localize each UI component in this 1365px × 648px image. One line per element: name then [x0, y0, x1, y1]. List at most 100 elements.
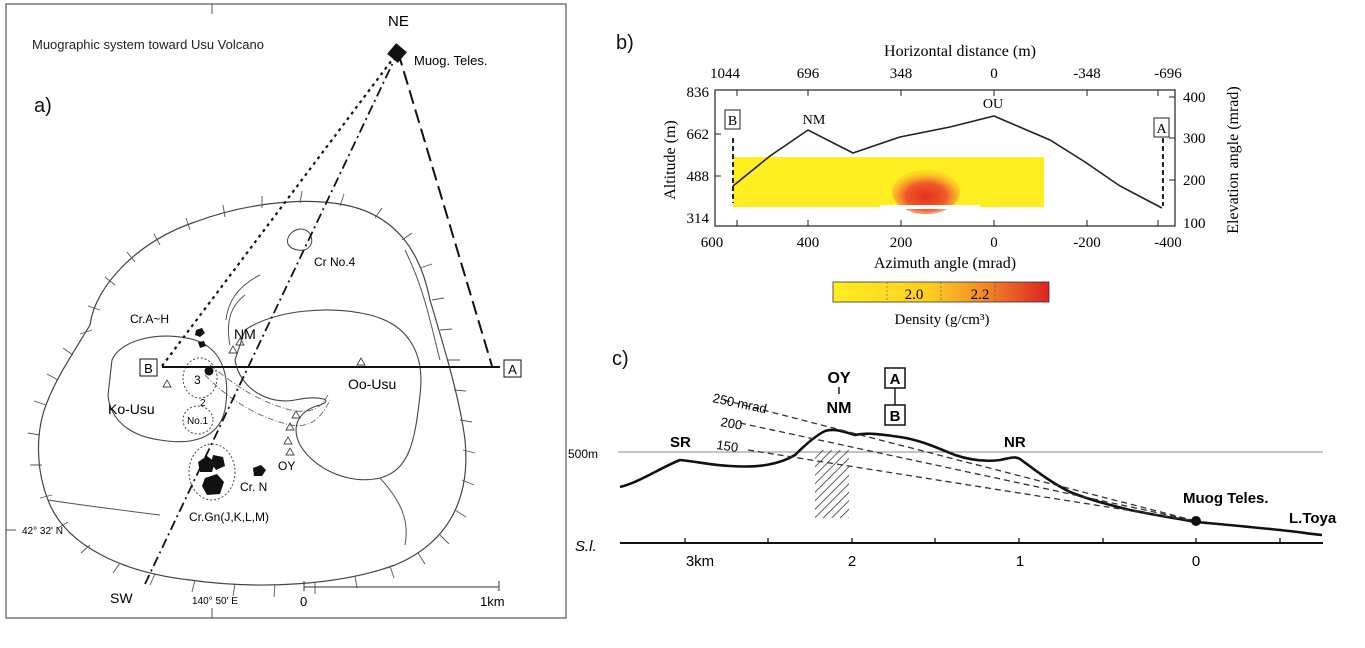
inner-ridge — [225, 274, 261, 346]
mrad-250-label: 250 mrad — [711, 390, 768, 416]
lon-label: 140° 50' E — [192, 596, 238, 607]
lat-label: 42° 32' N — [22, 526, 63, 537]
ne-label: NE — [388, 13, 409, 30]
peak-nm-label: NM — [803, 113, 826, 128]
left-tick: 662 — [687, 127, 710, 143]
left-axis-title: Altitude (m) — [662, 120, 679, 200]
crater-3 — [182, 357, 218, 399]
panel-c: c) 500m 250 mrad 200 150 SR NR OY NM A B… — [568, 348, 1337, 570]
x-tick: 0 — [1192, 553, 1200, 570]
sea-level-label: S.l. — [575, 538, 597, 555]
panel-a-label: a) — [34, 95, 52, 117]
telescope-marker — [387, 43, 407, 63]
top-tick: 0 — [990, 66, 998, 82]
sw-label: SW — [110, 590, 133, 606]
top-tick: 1044 — [710, 66, 741, 82]
ko-usu-label: Ko-Usu — [108, 401, 155, 417]
box-a-label: A — [1156, 122, 1167, 137]
oo-usu-outline — [234, 309, 422, 481]
terrain-profile — [619, 428, 1323, 537]
nm-label: NM — [234, 326, 256, 342]
cr-gn-blobs — [198, 455, 225, 495]
bottom-tick: 200 — [890, 235, 913, 251]
cr-no4-label: Cr No.4 — [314, 255, 356, 269]
telescope-label-c: Muog Teles. — [1183, 490, 1269, 507]
oy-label: OY — [278, 459, 295, 473]
sightline-150 — [747, 449, 1197, 522]
mrad-200-label: 200 — [719, 414, 743, 433]
oy-label-c: OY — [827, 370, 850, 387]
sightline-sw-dashdot — [144, 51, 399, 585]
panel-b-label: b) — [616, 32, 634, 54]
density-map-mask — [880, 205, 980, 209]
ko-usu-outline — [107, 335, 228, 443]
oo-usu-label: Oo-Usu — [348, 376, 396, 392]
peak-ou-label: OU — [983, 97, 1003, 112]
level-500-label: 500m — [568, 447, 598, 461]
scale-end-label: 1km — [480, 594, 505, 609]
top-tick: -696 — [1154, 66, 1182, 82]
bottom-tick: 0 — [990, 235, 998, 251]
sea-level-ticks — [684, 538, 1281, 543]
crater-no1-label: No.1 — [187, 416, 209, 427]
cr-n-blob — [253, 465, 266, 476]
panel-c-label: c) — [612, 348, 629, 370]
lake-label: L.Toya — [1289, 510, 1337, 527]
scale-start-label: 0 — [300, 594, 307, 609]
panel-a: Muographic system toward Usu Volcano a) … — [5, 3, 567, 619]
box-b-label: B — [728, 114, 737, 129]
bottom-tick: 400 — [797, 235, 820, 251]
colorbar-label: 2.2 — [971, 287, 990, 303]
cr-n-label: Cr. N — [240, 480, 267, 494]
cr-ah-label: Cr.A~H — [130, 312, 169, 326]
density-map — [733, 157, 1044, 207]
left-tick: 314 — [687, 211, 710, 227]
colorbar-ticks — [886, 282, 996, 302]
panel-a-title: Muographic system toward Usu Volcano — [32, 37, 264, 52]
sr-label: SR — [670, 434, 691, 451]
left-tick: 488 — [687, 169, 710, 185]
hatched-zone — [815, 450, 849, 518]
box-b-c-label: B — [890, 408, 901, 425]
box-b — [724, 109, 741, 130]
panel-a-frame — [5, 3, 567, 619]
cr-gn-label: Cr.Gn(J,K,L,M) — [189, 510, 269, 524]
panel-b: b) Horizontal distance (m) 1044 696 348 … — [616, 32, 1242, 328]
right-tick: 100 — [1183, 216, 1206, 232]
telescope-point — [1191, 516, 1201, 526]
telescope-label: Muog. Teles. — [414, 53, 487, 68]
bottom-tick: -200 — [1073, 235, 1101, 251]
right-tick: 300 — [1183, 131, 1206, 147]
cr-no4-crater — [287, 228, 313, 251]
topography-profile — [732, 115, 1163, 209]
outer-caldera-outline — [37, 200, 467, 586]
top-tick: 348 — [890, 66, 913, 82]
station-triangles — [162, 337, 366, 456]
crater-dot — [204, 366, 214, 376]
box-b-c — [884, 404, 906, 426]
point-b-label: B — [144, 361, 153, 376]
x-tick: 3km — [686, 553, 714, 570]
crater-no1 — [182, 405, 214, 435]
left-tick: 836 — [687, 85, 710, 101]
right-axis-title: Elevation angle (mrad) — [1225, 86, 1242, 234]
cr-ah-blobs — [195, 328, 206, 348]
right-tick: 200 — [1183, 173, 1206, 189]
mrad-150-label: 150 — [716, 437, 740, 455]
bottom-tick: 600 — [701, 235, 724, 251]
sightline-b-dotted — [161, 51, 399, 367]
x-tick: 2 — [848, 553, 856, 570]
somma-rim — [404, 249, 441, 361]
nr-label: NR — [1004, 434, 1026, 451]
point-a-box — [503, 359, 522, 378]
sightline-a-dashed — [397, 51, 493, 367]
density-anomaly — [892, 170, 960, 214]
outer-plain-lines — [47, 477, 407, 546]
crater-2-label: 2 — [200, 398, 206, 409]
fault-lines — [204, 364, 331, 427]
top-axis-title: Horizontal distance (m) — [884, 43, 1036, 60]
crater-3-label: 3 — [194, 373, 201, 387]
x-tick: 1 — [1016, 553, 1024, 570]
right-tick: 400 — [1183, 90, 1206, 106]
